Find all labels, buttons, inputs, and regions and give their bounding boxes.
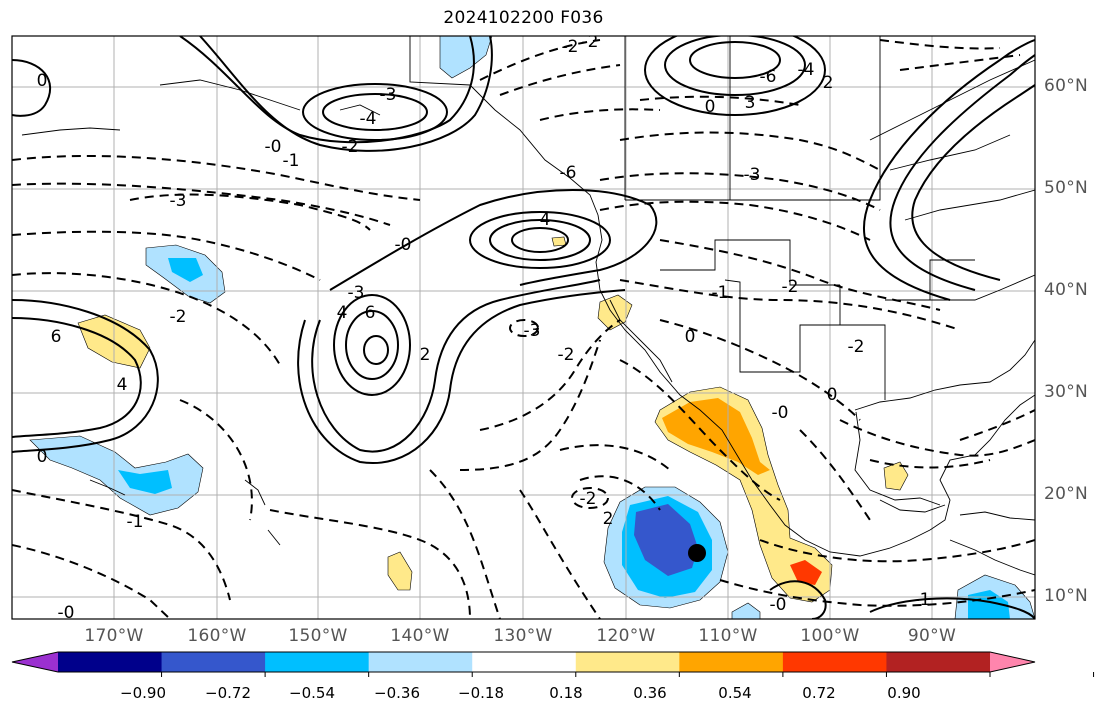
contour-label: -0 [395,235,412,255]
contour-label: -6 [760,67,777,87]
contour-label: -3 [380,85,397,105]
latitude-label: 10°N [1044,586,1089,606]
contour-label: -3 [348,283,365,303]
longitude-label: 100°W [800,626,860,646]
contour-label: 0 [37,447,48,467]
contour-label: 3 [745,93,756,113]
map-frame [11,35,1036,620]
contour-label: -0 [265,137,282,157]
colorbar-tick-label: −0.36 [374,684,420,702]
contour-labels: -2 -3 -4 -3 -1 -0 -2 6 4 2 -2 -3 -1 0 -3… [37,32,931,623]
coastlines [21,36,1035,576]
contour-label: -3 [524,321,541,341]
contour-label: 0 [827,385,838,405]
contour-label: 2 [823,73,834,93]
contour-label: 6 [51,327,62,347]
colorbar [11,651,1095,677]
contour-label: 0 [705,97,716,117]
colorbar-segment [265,652,370,672]
colorbar-segment [886,652,991,672]
contour-label: -3 [744,165,761,185]
contour-label: -0 [770,595,787,615]
colorbar-tick-label: 0.36 [633,684,667,702]
positive-patch [883,461,909,491]
contour-label: -2 [170,307,187,327]
latitude-label: 50°N [1044,178,1089,198]
colorbar-outline [11,651,1036,673]
negative-patch [731,602,761,619]
colorbar-tick-label: −0.90 [120,684,166,702]
negative-patch [634,504,698,576]
negative-patch [439,36,493,79]
longitude-label: 110°W [698,626,758,646]
map-title: 2024102200 F036 [443,8,604,28]
contour-label: -2 [782,277,799,297]
colorbar-segment [782,652,887,672]
colorbar-segment [472,652,577,672]
colorbar-tick-label: −0.18 [458,684,504,702]
contour-label: -0 [772,403,789,423]
contour-label: -2 [562,37,579,57]
contour-label: 4 [117,375,128,395]
contour-label: -1 [914,590,931,610]
colorbar-tick-label: 0.90 [887,684,921,702]
longitude-label: 120°W [596,626,656,646]
contour-label: 0 [37,71,48,91]
negative-patch [168,258,203,282]
contour-label: -6 [560,163,577,183]
colorbar-segment [679,652,784,672]
contour-label: 6 [365,303,376,323]
contour-label: -1 [712,283,729,303]
contour-label: -2 [342,137,359,157]
colorbar-tick-label: 0.54 [718,684,752,702]
colorbar-tick-label: −0.54 [289,684,335,702]
contour-label: -2 [848,337,865,357]
contour-label: -2 [558,345,575,365]
colorbar-extend-max [990,652,1035,672]
contour-label: -4 [534,210,551,230]
contour-label: -4 [798,60,815,80]
positive-patch [551,236,567,247]
longitude-label: 130°W [493,626,553,646]
colorbar-segment [161,652,266,672]
contour-label: -0 [58,603,75,623]
positive-patch [387,551,413,591]
contour-label: 0 [685,327,696,347]
longitude-label: 150°W [288,626,348,646]
contour-label: -2 [580,489,597,509]
contours-dashed [12,39,1035,619]
contour-label: 2 [420,345,431,365]
positive-patch [790,560,822,585]
colorbar-tick-label: 0.18 [549,684,583,702]
negative-patch [118,470,172,494]
colorbar-tick-label: −0.72 [205,684,251,702]
contour-label: -3 [170,191,187,211]
contour-label: 4 [337,303,348,323]
longitude-label: 140°W [390,626,450,646]
graticule [12,36,1035,619]
latitude-label: 40°N [1044,280,1089,300]
colorbar-segment [368,652,473,672]
latitude-label: 20°N [1044,484,1089,504]
contour-label: -1 [127,512,144,532]
longitude-label: 90°W [907,626,957,646]
contour-label: 2 [603,509,614,529]
contour-label: -4 [360,109,377,129]
contour-label: -1 [283,151,300,171]
longitude-label: 170°W [84,626,144,646]
contours-solid [12,36,1035,619]
colorbar-tick-label: 0.72 [802,684,836,702]
latitude-label: 30°N [1044,382,1089,402]
latitude-label: 60°N [1044,76,1089,96]
storm-position-marker [688,544,706,562]
colorbar-segment [575,652,680,672]
contour-label: -2 [582,32,599,52]
colorbar-extend-min [12,652,58,672]
colorbar-segment [58,652,163,672]
longitude-label: 160°W [187,626,247,646]
